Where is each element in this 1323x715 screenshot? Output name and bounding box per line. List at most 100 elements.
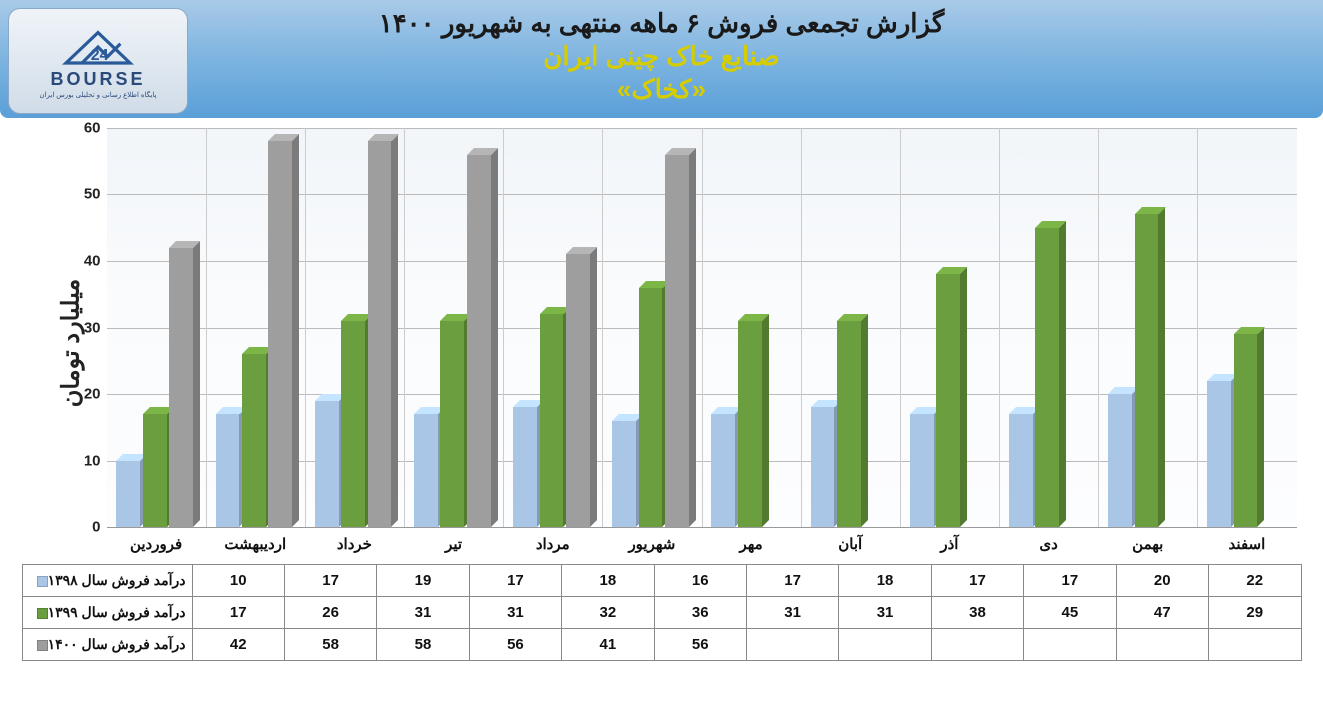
series-label: درآمد فروش سال ۱۴۰۰: [48, 636, 186, 652]
table-cell: 45: [1024, 597, 1116, 629]
bar: [1135, 214, 1159, 527]
table-cell: [746, 629, 838, 661]
table-cell: [839, 629, 931, 661]
x-tick-label: اردیبهشت: [224, 535, 286, 553]
bar: [566, 254, 590, 527]
bar: [936, 274, 960, 527]
bar: [665, 155, 689, 527]
x-tick-label: بهمن: [1132, 535, 1163, 553]
x-tick-label: فروردین: [130, 535, 182, 553]
table-cell: 18: [839, 565, 931, 597]
table-row: درآمد فروش سال ۱۳۹۸101719171816171817172…: [22, 565, 1301, 597]
bar: [368, 141, 392, 527]
table-cell: 18: [562, 565, 654, 597]
svg-text:24: 24: [91, 47, 109, 64]
x-tick-label: آذر: [940, 535, 958, 553]
table-cell: 31: [469, 597, 561, 629]
title-line-1: گزارش تجمعی فروش ۶ ماهه منتهی به شهریور …: [0, 8, 1323, 39]
table-cell: [1116, 629, 1208, 661]
bar: [169, 248, 193, 527]
bar: [1009, 414, 1033, 527]
title-line-3: «کخاک»: [0, 74, 1323, 105]
table-cell: 20: [1116, 565, 1208, 597]
bar: [513, 407, 537, 527]
x-tick-label: تیر: [445, 535, 462, 553]
table-cell: [1024, 629, 1116, 661]
bar: [811, 407, 835, 527]
data-table: درآمد فروش سال ۱۳۹۸101719171816171817172…: [22, 564, 1302, 661]
table-cell: 41: [562, 629, 654, 661]
table-cell: 16: [654, 565, 746, 597]
bar: [612, 421, 636, 527]
table-cell: 32: [562, 597, 654, 629]
bar: [837, 321, 861, 527]
legend-swatch: [37, 576, 48, 587]
series-label: درآمد فروش سال ۱۳۹۸: [48, 572, 186, 588]
table-cell: 31: [746, 597, 838, 629]
table-cell: 29: [1208, 597, 1301, 629]
table-cell: 56: [654, 629, 746, 661]
title-line-2: صنایع خاک چینی ایران: [0, 41, 1323, 72]
table-cell: 17: [469, 565, 561, 597]
table-row: درآمد فروش سال ۱۳۹۹172631313236313138454…: [22, 597, 1301, 629]
x-tick-label: اسفند: [1229, 535, 1266, 553]
x-tick-label: مرداد: [536, 535, 570, 553]
bar: [467, 155, 491, 527]
table-cell: 26: [284, 597, 376, 629]
y-tick-label: 10: [61, 452, 101, 469]
bar: [440, 321, 464, 527]
bar: [315, 401, 339, 527]
table-cell: 58: [284, 629, 376, 661]
table-cell: 17: [931, 565, 1023, 597]
bar: [738, 321, 762, 527]
bar: [1035, 228, 1059, 527]
x-tick-label: شهریور: [628, 535, 675, 553]
series-label-cell: درآمد فروش سال ۱۳۹۸: [22, 565, 192, 597]
table-cell: 17: [1024, 565, 1116, 597]
series-label-cell: درآمد فروش سال ۱۴۰۰: [22, 629, 192, 661]
table-cell: 42: [192, 629, 284, 661]
legend-swatch: [37, 608, 48, 619]
bar: [1234, 334, 1258, 527]
x-tick-label: خرداد: [337, 535, 372, 553]
table-cell: 22: [1208, 565, 1301, 597]
legend-swatch: [37, 640, 48, 651]
logo-subtext: پایگاه اطلاع رسانی و تحلیلی بورس ایران: [39, 91, 156, 99]
logo-icon: 24: [58, 23, 138, 67]
series-label-cell: درآمد فروش سال ۱۳۹۹: [22, 597, 192, 629]
y-tick-label: 0: [61, 519, 101, 536]
chart-area: میلیارد تومان 0102030405060فروردیناردیبه…: [17, 128, 1307, 558]
table-cell: 47: [1116, 597, 1208, 629]
table-cell: 31: [377, 597, 469, 629]
bar: [216, 414, 240, 527]
bar: [910, 414, 934, 527]
table-cell: 38: [931, 597, 1023, 629]
table-cell: 31: [839, 597, 931, 629]
y-tick-label: 50: [61, 186, 101, 203]
table-cell: 56: [469, 629, 561, 661]
table-cell: 58: [377, 629, 469, 661]
bar: [242, 354, 266, 527]
bar: [1207, 381, 1231, 527]
bar: [116, 461, 140, 527]
bar: [540, 314, 564, 527]
bar: [414, 414, 438, 527]
x-tick-label: دی: [1039, 535, 1057, 553]
bar: [341, 321, 365, 527]
plot-region: 0102030405060فروردیناردیبهشتخردادتیرمردا…: [107, 128, 1297, 528]
y-tick-label: 30: [61, 319, 101, 336]
bar: [268, 141, 292, 527]
table-cell: 36: [654, 597, 746, 629]
logo-text: BOURSE: [51, 69, 146, 90]
table-cell: 19: [377, 565, 469, 597]
table-cell: [1208, 629, 1301, 661]
y-tick-label: 60: [61, 120, 101, 137]
bar: [143, 414, 167, 527]
y-tick-label: 20: [61, 385, 101, 402]
table-cell: 17: [192, 597, 284, 629]
logo-badge: 24 BOURSE پایگاه اطلاع رسانی و تحلیلی بو…: [8, 8, 188, 114]
table-cell: [931, 629, 1023, 661]
header-banner: 24 BOURSE پایگاه اطلاع رسانی و تحلیلی بو…: [0, 0, 1323, 118]
x-tick-label: آبان: [838, 535, 862, 553]
table-cell: 17: [746, 565, 838, 597]
